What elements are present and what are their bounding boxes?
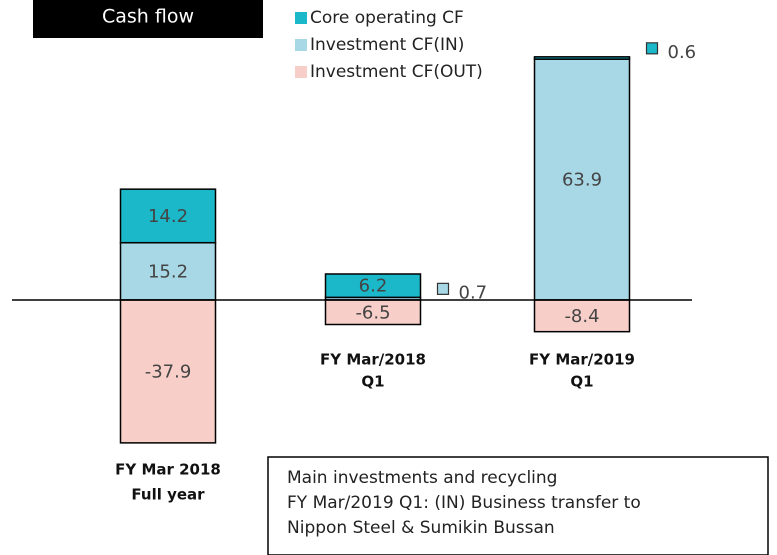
data-label: -37.9 (145, 361, 192, 382)
x-tick-label: FY Mar/2019 (529, 351, 635, 369)
x-tick-label: FY Mar/2018 (320, 351, 426, 369)
x-tick-label: Full year (131, 486, 205, 504)
note-line: Main investments and recycling (287, 468, 557, 488)
chart-title: Cash flow (102, 6, 194, 28)
data-label-swatch (436, 282, 450, 295)
bar-segment (533, 56, 631, 60)
data-label: 15.2 (148, 261, 188, 282)
x-tick-label: Q1 (570, 373, 593, 391)
x-tick-label: Q1 (361, 373, 384, 391)
note-line: Nippon Steel & Sumikin Bussan (287, 518, 555, 538)
bar-segment (324, 273, 422, 299)
note-box (267, 456, 769, 555)
data-label-swatch (645, 42, 659, 55)
data-label: 0.6 (668, 42, 697, 63)
legend-label: Investment CF(OUT) (310, 62, 483, 82)
data-label: -6.5 (355, 302, 390, 323)
legend-swatch (295, 12, 307, 24)
bar-segment (119, 188, 217, 244)
title-box (33, 0, 263, 38)
data-label: -8.4 (564, 306, 599, 327)
data-label: 14.2 (148, 206, 188, 227)
data-label: 0.7 (459, 282, 488, 303)
legend-swatch (295, 39, 307, 51)
legend-swatch (295, 66, 307, 78)
data-label: 6.2 (359, 276, 388, 297)
bar-segment (533, 58, 631, 301)
data-label: 63.9 (562, 170, 602, 191)
x-tick-label: FY Mar 2018 (115, 461, 221, 479)
legend-label: Core operating CF (310, 8, 464, 28)
note-line: FY Mar/2019 Q1: (IN) Business transfer t… (287, 493, 641, 513)
legend-label: Investment CF(IN) (310, 35, 464, 55)
bar-segment (119, 299, 217, 444)
